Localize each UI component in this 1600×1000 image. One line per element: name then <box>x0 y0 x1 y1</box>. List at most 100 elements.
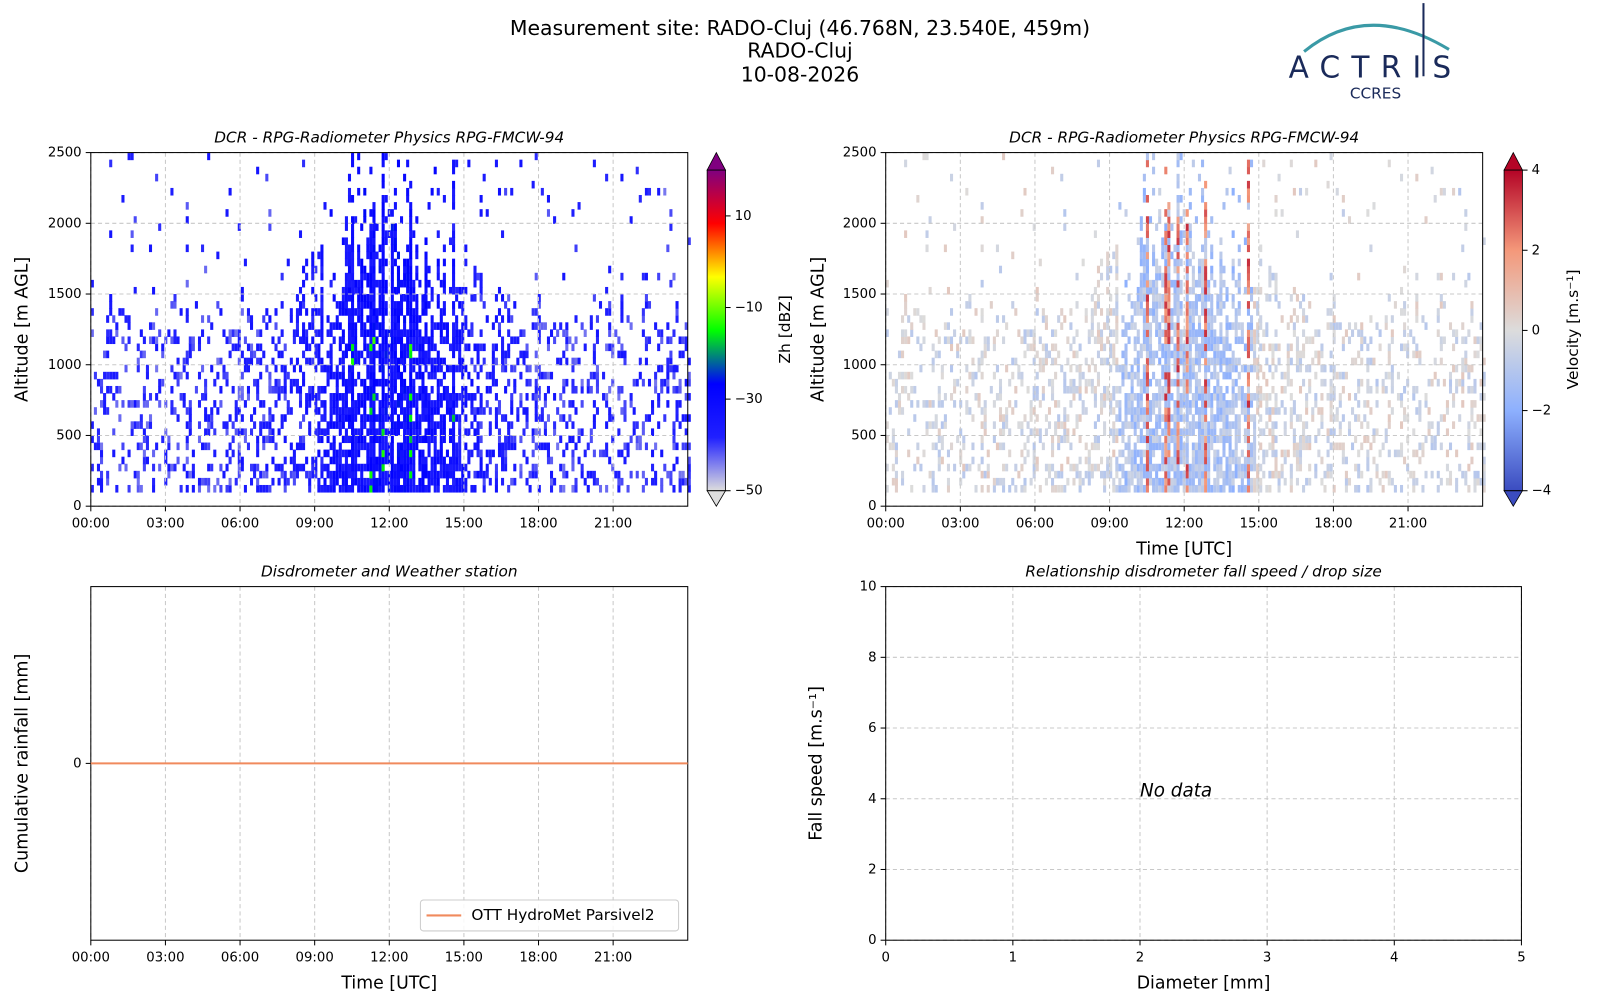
radar-pixel <box>1127 456 1131 465</box>
radar-pixel <box>543 421 547 429</box>
radar-pixel <box>589 371 593 380</box>
radar-pixel <box>415 421 419 429</box>
radar-pixel <box>1185 223 1189 231</box>
radar-pixel <box>986 484 990 493</box>
radar-pixel <box>1274 343 1278 352</box>
radar-pixel <box>977 393 981 401</box>
radar-pixel <box>1164 308 1168 316</box>
radar-pixel <box>1176 279 1180 288</box>
radar-pixel <box>1201 435 1205 444</box>
radar-pixel <box>1210 301 1214 309</box>
radar-pixel <box>1115 336 1119 345</box>
radar-pixel <box>1047 407 1052 415</box>
radar-pixel <box>1142 272 1146 281</box>
radar-pixel <box>283 456 287 465</box>
radar-pixel <box>332 272 336 281</box>
radar-pixel <box>228 414 232 422</box>
radar-pixel <box>1283 449 1287 458</box>
radar-pixel <box>925 421 929 429</box>
radar-pixel <box>145 364 149 373</box>
radar-pixel <box>946 477 950 486</box>
radar-pixel <box>620 407 624 415</box>
radar-pixel <box>246 343 250 352</box>
radar-pixel <box>268 407 272 415</box>
radar-pixel <box>562 350 566 359</box>
radar-pixel <box>1341 414 1345 422</box>
radar-pixel <box>1185 294 1189 302</box>
radar-pixel <box>1400 442 1404 451</box>
radar-pixel <box>381 357 385 366</box>
radar-pixel <box>1231 350 1235 359</box>
radar-pixel <box>1338 322 1342 330</box>
radar-pixel <box>372 414 376 422</box>
radar-pixel <box>980 371 984 380</box>
radar-pixel <box>403 258 407 267</box>
radar-pixel <box>390 244 394 253</box>
radar-pixel <box>980 357 984 366</box>
radar-pixel <box>1188 223 1192 231</box>
radar-pixel <box>497 428 502 436</box>
radar-pixel <box>1176 329 1180 337</box>
radar-pixel <box>1197 435 1202 444</box>
radar-pixel <box>1467 463 1471 472</box>
radar-pixel <box>1335 407 1339 415</box>
radar-pixel <box>455 294 459 302</box>
radar-pixel <box>256 378 260 387</box>
radar-pixel <box>433 421 437 429</box>
radar-pixel <box>1173 421 1177 429</box>
radar-pixel <box>1225 357 1229 366</box>
radar-pixel <box>1201 350 1205 359</box>
radar-pixel <box>347 315 352 323</box>
radar-pixel <box>155 364 159 373</box>
radar-pixel <box>1100 456 1104 465</box>
radar-pixel <box>412 385 416 394</box>
radar-pixel <box>332 407 336 415</box>
radar-pixel <box>592 357 596 366</box>
radar-pixel <box>1207 343 1211 352</box>
radar-pixel <box>393 371 397 380</box>
radar-pixel <box>384 258 388 267</box>
radar-pixel <box>283 343 287 352</box>
radar-pixel <box>1103 428 1107 436</box>
radar-pixel <box>455 414 459 422</box>
radar-pixel <box>1237 195 1241 203</box>
radar-pixel <box>485 371 489 380</box>
radar-pixel <box>1295 477 1299 486</box>
radar-pixel <box>393 322 397 330</box>
radar-pixel <box>338 421 342 429</box>
radar-pixel <box>390 223 394 231</box>
radar-pixel <box>928 421 932 429</box>
radar-pixel <box>1057 442 1061 451</box>
radar-pixel <box>1188 428 1192 436</box>
radar-pixel <box>1118 463 1122 472</box>
radar-pixel <box>1204 258 1208 267</box>
radar-pixel <box>1148 442 1153 451</box>
radar-pixel <box>445 470 449 479</box>
radar-pixel <box>311 385 315 394</box>
radar-pixel <box>130 230 134 238</box>
radar-pixel <box>1280 400 1284 408</box>
radar-pixel <box>1142 407 1146 415</box>
radar-pixel <box>1292 407 1296 415</box>
radar-pixel <box>1338 400 1342 408</box>
radar-pixel <box>1250 442 1254 451</box>
radar-pixel <box>983 400 987 408</box>
radar-pixel <box>1118 484 1122 493</box>
radar-pixel <box>421 463 425 472</box>
radar-pixel <box>1069 400 1073 408</box>
radar-pixel <box>207 477 211 486</box>
radar-pixel <box>1164 294 1168 302</box>
radar-pixel <box>1464 223 1468 231</box>
radar-pixel <box>384 393 388 401</box>
radar-pixel <box>210 407 214 415</box>
radar-pixel <box>504 456 508 465</box>
radar-pixel <box>501 456 505 465</box>
radar-pixel <box>173 329 177 337</box>
radar-pixel <box>1403 308 1407 316</box>
radar-pixel <box>1289 414 1293 422</box>
radar-pixel <box>372 477 376 486</box>
panel-title: DCR - RPG-Radiometer Physics RPG-FMCW-94 <box>1009 129 1359 147</box>
radar-pixel <box>595 371 599 380</box>
radar-pixel <box>1243 456 1247 465</box>
radar-pixel <box>262 421 266 429</box>
